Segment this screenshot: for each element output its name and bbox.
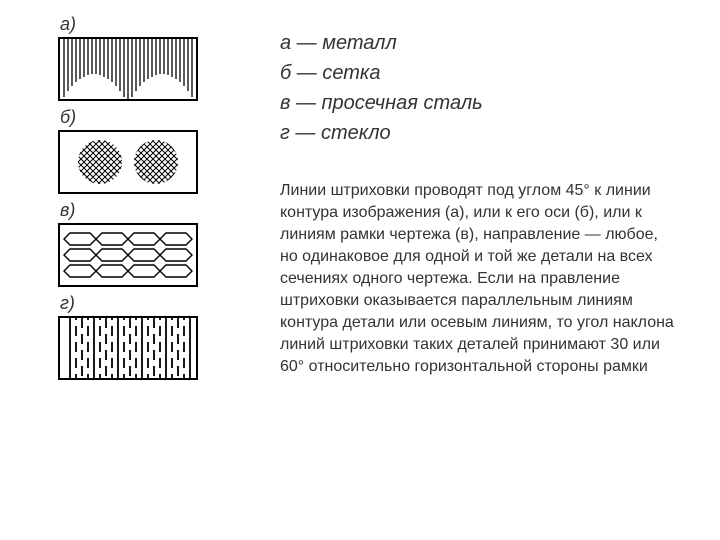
swatch-label-g: г) xyxy=(60,293,198,314)
swatch-group-b: б) xyxy=(58,107,198,194)
swatch-label-v: в) xyxy=(60,200,198,221)
description-paragraph: Линии штриховки проводят под углом 45° к… xyxy=(280,180,680,378)
legend-line-b: б — сетка xyxy=(280,58,483,88)
swatch-label-a: а) xyxy=(60,14,198,35)
swatch-box-mesh xyxy=(58,130,198,194)
swatch-group-g: г) xyxy=(58,293,198,380)
swatch-box-expanded-steel xyxy=(58,223,198,287)
swatch-box-metal xyxy=(58,37,198,101)
swatch-group-a: а) xyxy=(58,14,198,101)
swatch-box-glass xyxy=(58,316,198,380)
legend-list: а — металл б — сетка в — просечная сталь… xyxy=(280,28,483,148)
swatch-label-b: б) xyxy=(60,107,198,128)
legend-line-g: г — стекло xyxy=(280,118,483,148)
hatch-swatches-column: а) xyxy=(58,14,198,386)
swatch-group-v: в) xyxy=(58,200,198,287)
legend-line-v: в — просечная сталь xyxy=(280,88,483,118)
legend-line-a: а — металл xyxy=(280,28,483,58)
